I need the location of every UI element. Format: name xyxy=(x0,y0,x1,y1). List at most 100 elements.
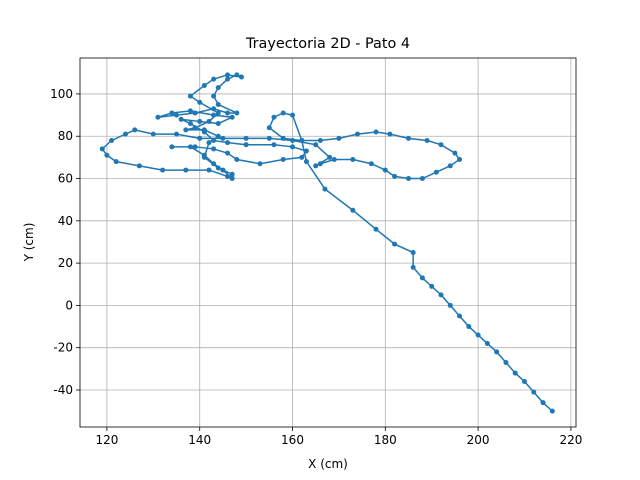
point xyxy=(234,157,240,163)
point xyxy=(392,173,398,179)
point xyxy=(331,157,337,163)
point xyxy=(234,72,240,78)
point xyxy=(211,76,217,82)
chart-title: Trayectoria 2D - Pato 4 xyxy=(245,36,410,52)
point xyxy=(313,142,319,148)
point xyxy=(187,144,193,150)
point xyxy=(211,137,217,143)
point xyxy=(336,135,342,141)
point xyxy=(327,154,333,160)
point xyxy=(447,163,453,169)
point xyxy=(192,125,198,131)
point xyxy=(503,360,509,366)
point xyxy=(429,283,435,289)
point xyxy=(160,167,166,173)
point xyxy=(132,127,138,133)
point xyxy=(220,135,226,141)
point xyxy=(225,140,231,146)
point xyxy=(410,250,416,256)
point xyxy=(201,154,207,160)
y-tick-label: 80 xyxy=(58,129,73,143)
point xyxy=(187,108,193,114)
point xyxy=(317,161,323,167)
x-tick-label: 200 xyxy=(467,433,490,447)
point xyxy=(215,110,221,116)
point xyxy=(299,154,305,160)
point xyxy=(150,131,156,137)
x-tick-label: 220 xyxy=(559,433,582,447)
point xyxy=(354,131,360,137)
point xyxy=(187,121,193,127)
point xyxy=(215,133,221,139)
point xyxy=(225,150,231,156)
point xyxy=(197,135,203,141)
point xyxy=(187,93,193,99)
point xyxy=(410,264,416,270)
y-tick-label: 0 xyxy=(65,298,73,312)
point xyxy=(257,161,263,167)
y-tick-label: -20 xyxy=(53,341,73,355)
point xyxy=(266,125,272,131)
point xyxy=(350,207,356,213)
trajectory-line xyxy=(101,74,553,412)
x-axis-label: X (cm) xyxy=(308,457,348,471)
point xyxy=(368,161,374,167)
point xyxy=(104,152,110,158)
point xyxy=(215,102,221,108)
point xyxy=(201,127,207,133)
point xyxy=(243,135,249,141)
point xyxy=(169,144,175,150)
point xyxy=(215,165,221,171)
plot-frame xyxy=(79,57,577,428)
point xyxy=(122,131,128,137)
point xyxy=(290,112,296,118)
point xyxy=(280,157,286,163)
point xyxy=(512,370,518,376)
point xyxy=(280,135,286,141)
point xyxy=(229,176,235,182)
point xyxy=(382,167,388,173)
point xyxy=(206,118,212,124)
point xyxy=(280,110,286,116)
y-tick-label: -40 xyxy=(53,383,73,397)
point xyxy=(392,241,398,247)
x-tick-label: 180 xyxy=(374,433,397,447)
point xyxy=(466,324,472,330)
point xyxy=(540,400,546,406)
point xyxy=(452,150,458,156)
point xyxy=(350,157,356,163)
point xyxy=(206,140,212,146)
point xyxy=(229,171,235,177)
point xyxy=(183,167,189,173)
point xyxy=(192,110,198,116)
point xyxy=(155,114,161,120)
point xyxy=(373,129,379,135)
point xyxy=(322,186,328,192)
point xyxy=(211,93,217,99)
point xyxy=(271,114,277,120)
point xyxy=(183,127,189,133)
point xyxy=(229,114,235,120)
point xyxy=(136,163,142,169)
point xyxy=(475,332,481,338)
point xyxy=(109,137,115,143)
point xyxy=(457,157,463,163)
point xyxy=(303,148,309,154)
point xyxy=(197,118,203,124)
point xyxy=(521,379,527,385)
point xyxy=(238,74,244,80)
x-tick-label: 160 xyxy=(281,433,304,447)
point xyxy=(192,144,198,150)
point xyxy=(271,142,277,148)
point xyxy=(387,131,393,137)
point xyxy=(220,167,226,173)
point xyxy=(313,163,319,169)
point xyxy=(317,137,323,143)
point xyxy=(419,176,425,182)
point xyxy=(266,135,272,141)
point xyxy=(549,408,555,414)
point xyxy=(178,116,184,122)
y-tick-label: 40 xyxy=(58,214,73,228)
point xyxy=(406,135,412,141)
